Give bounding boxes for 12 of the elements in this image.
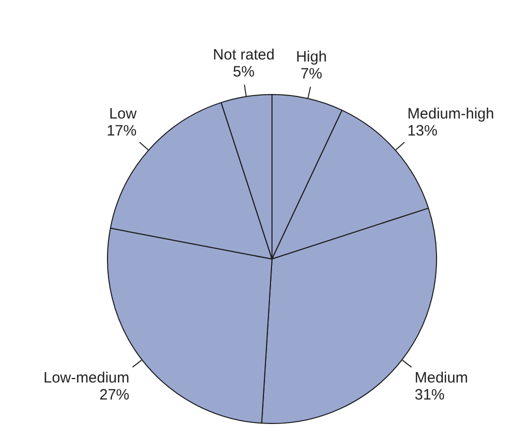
slice-label: Low-medium [44,369,130,386]
slice-label: Medium-high [407,105,494,122]
data-label: 5% [232,63,255,80]
slice-label: Not rated [212,46,275,64]
data-label: 27% [99,386,130,404]
slice-label: Low [109,105,137,122]
slice-label: High [296,48,327,66]
data-label: 7% [300,65,322,82]
slice-label: Medium [414,369,468,386]
data-label: 31% [414,386,445,404]
data-label: 17% [106,122,137,140]
data-label: 13% [407,122,438,140]
